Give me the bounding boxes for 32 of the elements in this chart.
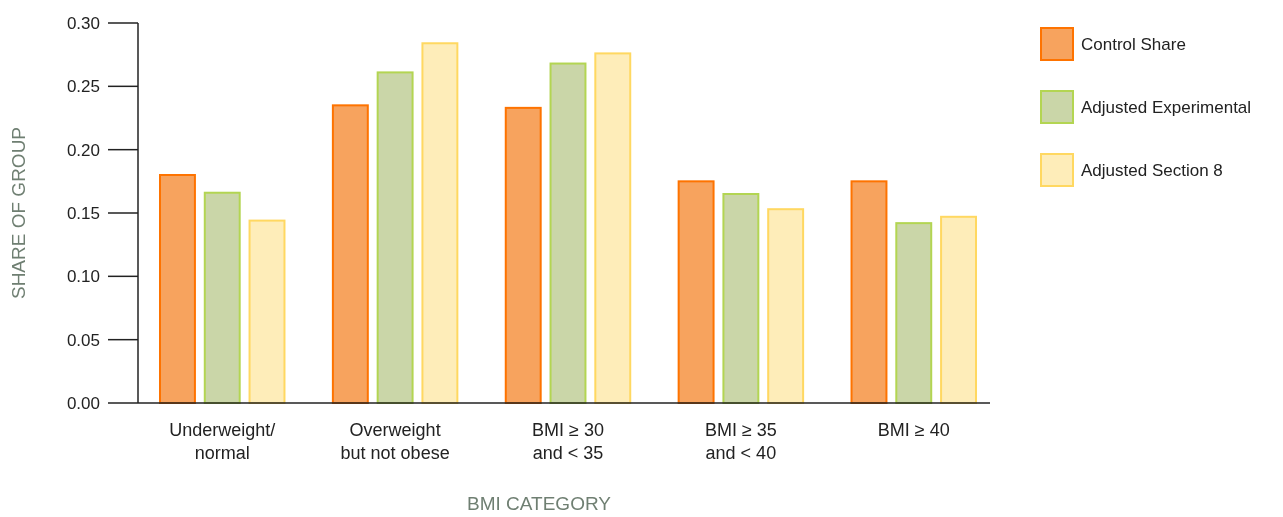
x-tick-label: BMI ≥ 35 and < 40: [704, 420, 777, 463]
y-tick-label: 0.00: [66, 393, 100, 413]
legend-label: Adjusted Section 8: [1081, 160, 1223, 180]
y-tick-label: 0.30: [66, 13, 100, 33]
bar: [331, 104, 369, 404]
bar: [722, 193, 760, 404]
x-tick-label: BMI ≥ 40: [877, 420, 950, 440]
bar: [421, 42, 459, 404]
y-tick-label: 0.15: [66, 203, 100, 223]
y-axis-title: SHARE OF GROUP: [8, 126, 29, 300]
y-tick-label: 0.05: [66, 330, 100, 350]
legend-label: Adjusted Experimental: [1081, 97, 1252, 117]
bar: [594, 52, 632, 404]
x-tick-label: BMI ≥ 30 and < 35: [532, 420, 604, 463]
bar: [850, 180, 888, 404]
bar: [677, 180, 715, 404]
bar: [767, 208, 805, 404]
bar: [940, 215, 977, 404]
y-tick-label: 0.25: [66, 77, 100, 97]
bar: [248, 219, 286, 404]
x-tick-label: Overweight but not obese: [340, 420, 450, 463]
x-tick-label: Underweight/ normal: [169, 420, 276, 463]
y-tick-label: 0.10: [66, 267, 100, 287]
bar: [159, 174, 196, 404]
y-tick-label: 0.20: [66, 140, 100, 160]
bar: [504, 106, 542, 404]
legend-label: Control Share: [1081, 34, 1186, 54]
bar: [203, 191, 241, 404]
x-axis-title: BMI CATEGORY: [467, 493, 612, 514]
bar: [549, 62, 587, 404]
bar: [895, 222, 933, 404]
bar: [376, 71, 414, 404]
